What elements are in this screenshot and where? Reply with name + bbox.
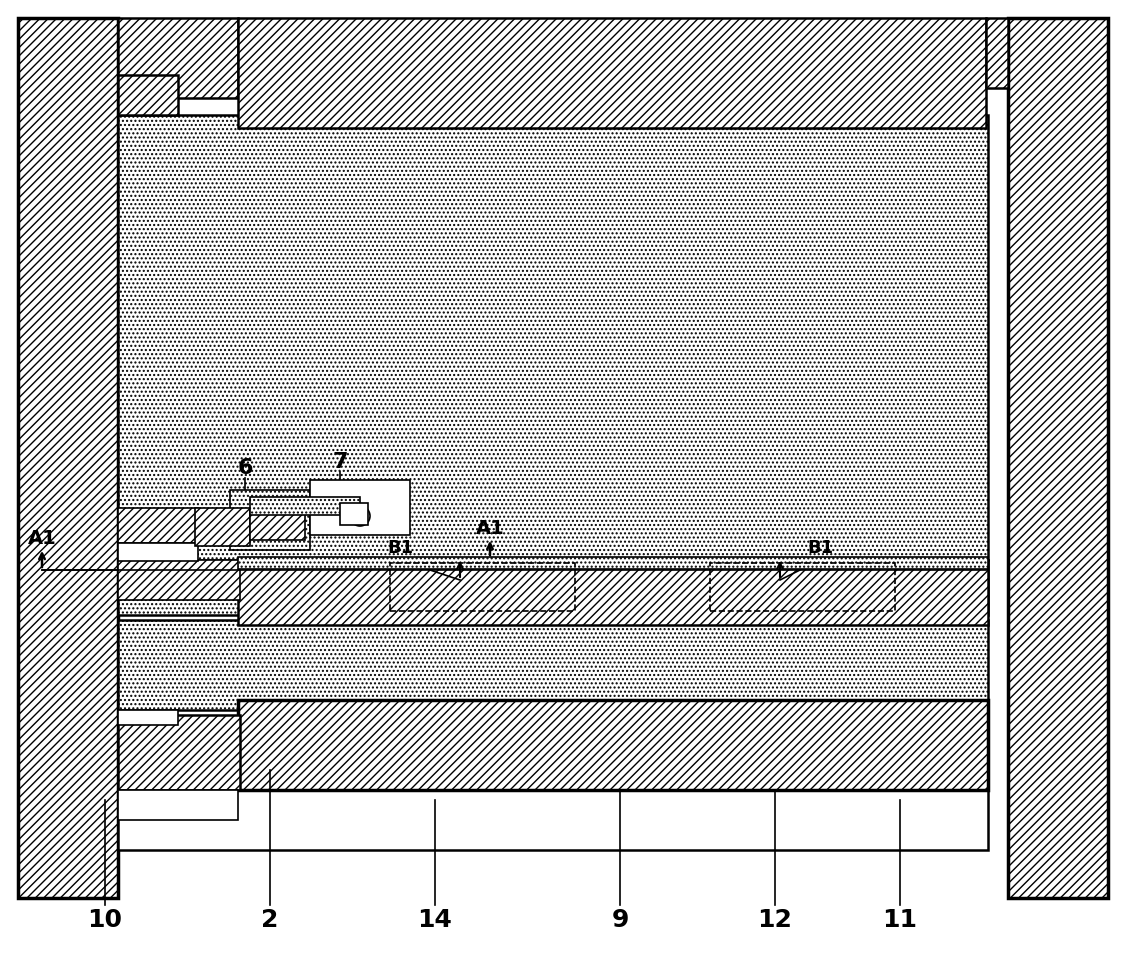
Bar <box>230 490 310 550</box>
Bar <box>118 710 178 725</box>
Bar <box>711 563 895 611</box>
Text: 14: 14 <box>418 908 453 932</box>
Bar <box>250 510 305 540</box>
Bar <box>195 508 250 546</box>
Bar <box>250 497 360 515</box>
Text: B1: B1 <box>807 539 833 557</box>
Bar <box>238 18 986 128</box>
Text: A1: A1 <box>475 518 504 538</box>
Text: 6: 6 <box>238 458 252 478</box>
Bar <box>118 18 238 98</box>
Bar <box>118 790 238 820</box>
Bar <box>986 18 1008 88</box>
Text: 2: 2 <box>261 908 279 932</box>
Text: A1: A1 <box>28 529 56 547</box>
Text: 9: 9 <box>611 908 628 932</box>
Text: 7: 7 <box>332 452 348 472</box>
Bar <box>18 18 118 898</box>
Bar <box>118 543 198 561</box>
Bar <box>118 560 240 600</box>
Bar <box>238 560 988 625</box>
Bar <box>118 508 198 543</box>
Bar <box>238 700 988 790</box>
Bar <box>310 480 410 535</box>
Bar <box>118 715 240 790</box>
Text: 11: 11 <box>883 908 918 932</box>
Bar <box>390 563 575 611</box>
Bar <box>118 620 988 710</box>
Bar <box>1008 18 1108 898</box>
Bar <box>118 75 178 115</box>
Bar <box>340 503 368 525</box>
Text: B1: B1 <box>387 539 413 557</box>
Text: 10: 10 <box>88 908 123 932</box>
Bar <box>118 790 988 850</box>
Circle shape <box>350 506 370 526</box>
Bar <box>238 557 988 569</box>
Bar <box>118 115 988 615</box>
Text: 12: 12 <box>758 908 793 932</box>
